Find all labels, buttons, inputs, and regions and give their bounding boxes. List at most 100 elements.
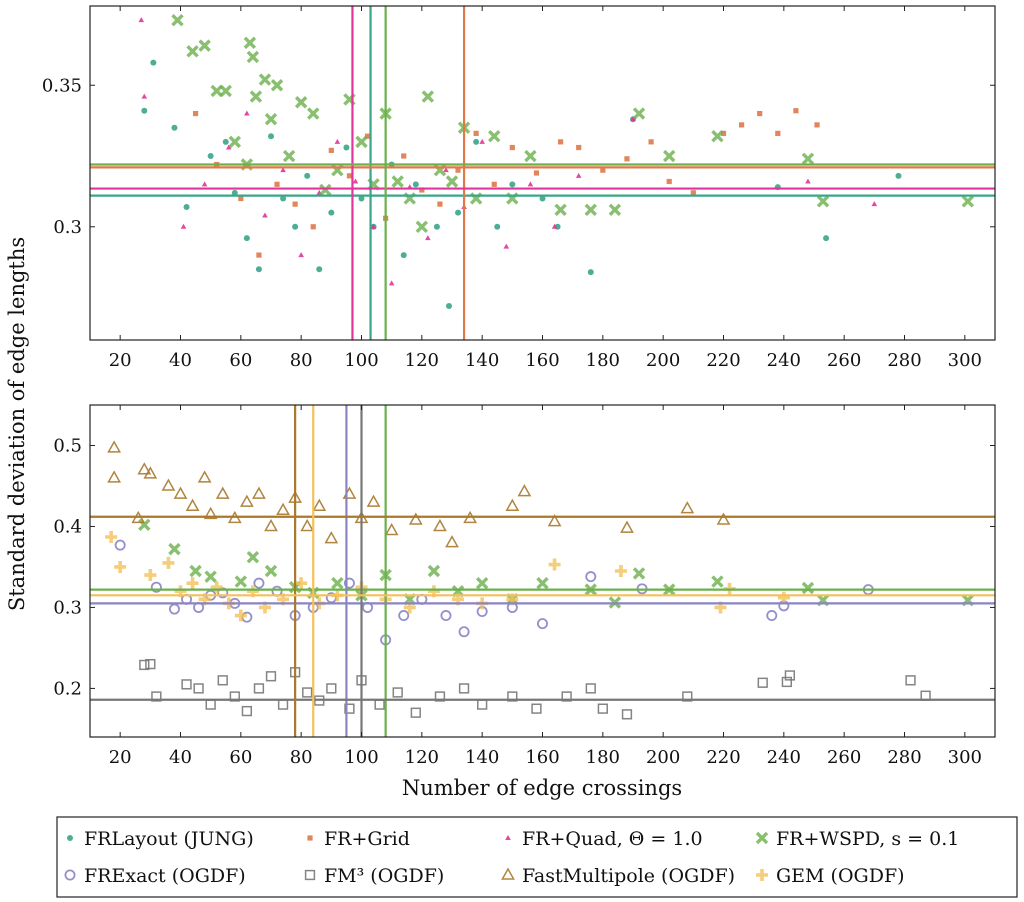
data-point bbox=[551, 223, 558, 229]
x-tick-label: 300 bbox=[948, 747, 982, 768]
legend-label: FRExact (OGDF) bbox=[84, 865, 246, 887]
data-point bbox=[410, 707, 421, 718]
data-point bbox=[150, 581, 162, 593]
data-point bbox=[408, 512, 423, 525]
data-point bbox=[302, 687, 313, 698]
data-point bbox=[374, 699, 385, 710]
legend-marker bbox=[64, 869, 76, 881]
data-point bbox=[253, 577, 265, 589]
data-point bbox=[107, 470, 122, 483]
data-point bbox=[141, 93, 148, 99]
data-point bbox=[401, 153, 407, 159]
data-point bbox=[509, 144, 515, 151]
x-tick-label: 60 bbox=[229, 747, 252, 768]
data-point bbox=[600, 167, 606, 173]
data-point bbox=[445, 175, 459, 188]
data-point bbox=[503, 243, 510, 249]
data-point bbox=[264, 113, 278, 126]
legend-marker bbox=[501, 867, 515, 880]
data-point bbox=[524, 149, 537, 163]
data-point bbox=[217, 675, 228, 686]
data-point bbox=[344, 703, 355, 714]
x-tick-label: 300 bbox=[948, 350, 982, 371]
data-point bbox=[265, 671, 277, 682]
data-point bbox=[505, 498, 520, 511]
data-point bbox=[215, 486, 230, 499]
legend-item: FM³ (OGDF) bbox=[304, 865, 444, 887]
data-point bbox=[662, 149, 676, 163]
data-point bbox=[229, 691, 240, 702]
x-tick-label: 20 bbox=[109, 350, 132, 371]
data-point bbox=[161, 478, 176, 491]
data-point bbox=[343, 577, 355, 589]
data-point bbox=[775, 130, 781, 136]
x-tick-label: 280 bbox=[887, 747, 921, 768]
data-point bbox=[575, 172, 582, 178]
data-point bbox=[558, 139, 564, 145]
data-point bbox=[304, 172, 311, 179]
data-point bbox=[576, 144, 582, 151]
data-point bbox=[433, 518, 447, 532]
data-point bbox=[185, 498, 200, 511]
data-point bbox=[816, 195, 830, 208]
data-point bbox=[150, 59, 157, 66]
data-point bbox=[536, 576, 549, 590]
data-point bbox=[547, 514, 562, 527]
data-point bbox=[246, 50, 260, 64]
y-tick-label: 0.5 bbox=[53, 435, 82, 456]
data-point bbox=[328, 209, 335, 216]
data-point bbox=[192, 110, 199, 117]
data-point bbox=[823, 235, 830, 242]
data-point bbox=[246, 551, 260, 564]
data-point bbox=[716, 512, 731, 525]
data-point bbox=[189, 564, 202, 578]
legend-item: FRExact (OGDF) bbox=[64, 865, 246, 887]
data-point bbox=[168, 542, 181, 556]
data-point bbox=[168, 603, 180, 615]
legend-label: FR+Quad, Θ = 1.0 bbox=[522, 828, 703, 850]
x-tick-label: 280 bbox=[887, 350, 921, 371]
data-point bbox=[173, 486, 188, 499]
legend-marker bbox=[755, 831, 769, 845]
data-point bbox=[392, 687, 403, 698]
series-fm-ogdf- bbox=[139, 658, 931, 720]
y-tick-label: 0.3 bbox=[53, 597, 82, 618]
data-point bbox=[479, 138, 485, 144]
data-point bbox=[632, 567, 646, 580]
data-point bbox=[114, 539, 126, 551]
data-point bbox=[274, 181, 280, 187]
data-point bbox=[509, 181, 516, 188]
legend-item: GEM (OGDF) bbox=[756, 865, 905, 887]
data-point bbox=[183, 203, 190, 210]
series-fr-wspd-s-0-1 bbox=[171, 13, 975, 233]
data-point bbox=[370, 223, 377, 229]
data-point bbox=[757, 110, 763, 117]
x-tick-label: 20 bbox=[109, 747, 132, 768]
x-tick-label: 120 bbox=[405, 350, 439, 371]
data-point bbox=[138, 518, 151, 532]
legend-item: FR+Quad, Θ = 1.0 bbox=[505, 828, 703, 850]
data-point bbox=[264, 564, 278, 578]
data-point bbox=[793, 108, 799, 114]
data-point bbox=[292, 223, 299, 230]
data-point bbox=[443, 167, 449, 173]
data-point bbox=[222, 138, 229, 145]
data-point bbox=[256, 252, 262, 258]
data-point bbox=[777, 591, 790, 604]
data-point bbox=[197, 470, 212, 483]
data-point bbox=[445, 303, 452, 310]
data-point bbox=[766, 610, 778, 622]
data-point bbox=[145, 658, 156, 670]
legend-marker bbox=[505, 835, 511, 840]
plot-area bbox=[90, 405, 995, 737]
data-point bbox=[666, 178, 672, 185]
data-point bbox=[203, 506, 218, 520]
x-tick-label: 100 bbox=[344, 747, 378, 768]
x-tick-label: 80 bbox=[290, 747, 313, 768]
data-point bbox=[219, 84, 232, 98]
data-point bbox=[608, 203, 622, 216]
data-point bbox=[620, 520, 634, 533]
data-point bbox=[310, 224, 316, 230]
x-tick-label: 160 bbox=[525, 747, 559, 768]
legend-marker bbox=[307, 835, 313, 841]
